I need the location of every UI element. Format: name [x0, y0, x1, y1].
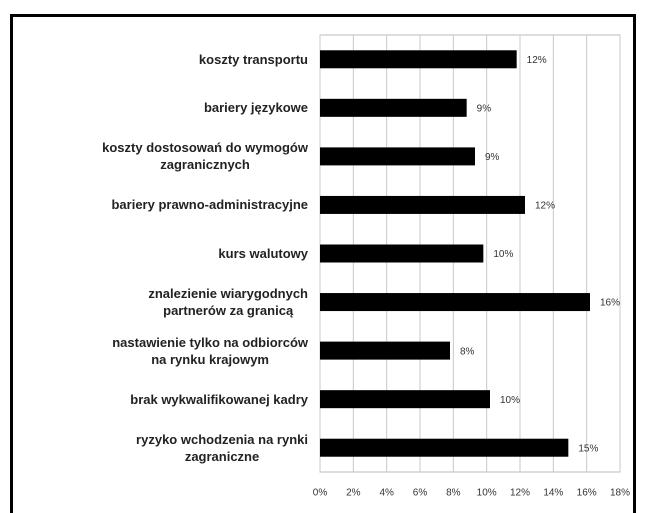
- y-tick-label: bariery prawno-administracyjne: [14, 196, 308, 213]
- y-tick-text: kurs walutowy: [218, 246, 308, 261]
- y-tick-label: znalezienie wiarygodnych partnerów za gr…: [14, 285, 308, 319]
- x-tick-label: 10%: [477, 488, 497, 499]
- y-tick-label: koszty transportu: [14, 51, 308, 68]
- bar: [320, 390, 490, 409]
- data-label: 12%: [535, 201, 555, 212]
- x-tick-label: 14%: [543, 488, 563, 499]
- bar: [320, 341, 450, 360]
- y-tick-label: nastawienie tylko na odbiorców na rynku …: [14, 334, 308, 368]
- frame: [10, 14, 636, 513]
- y-tick-label: bariery językowe: [14, 99, 308, 116]
- bar: [320, 244, 484, 263]
- y-tick-label: ryzyko wchodzenia na rynki zagraniczne: [14, 431, 308, 465]
- x-tick-label: 16%: [577, 488, 597, 499]
- bar: [320, 98, 467, 117]
- y-tick-text: koszty transportu: [198, 51, 308, 67]
- bar: [320, 195, 525, 214]
- data-label: 9%: [485, 152, 500, 163]
- data-label: 12%: [527, 55, 547, 66]
- y-tick-label: brak wykwalifikowanej kadry: [14, 391, 308, 408]
- y-tick-label: koszty dostosowań do wymogów zagraniczny…: [14, 139, 308, 173]
- data-label: 15%: [578, 443, 598, 454]
- y-tick-text: znalezienie wiarygodnych partnerów za gr…: [148, 286, 308, 319]
- bar: [320, 438, 569, 457]
- x-tick-label: 18%: [610, 488, 630, 499]
- x-tick-label: 12%: [510, 488, 530, 499]
- bar: [320, 50, 517, 69]
- data-label: 9%: [477, 103, 492, 114]
- x-tick-label: 4%: [379, 488, 394, 499]
- y-tick-text: bariery językowe: [203, 100, 308, 116]
- y-tick-text: ryzyko wchodzenia na rynki zagraniczne: [136, 431, 308, 464]
- y-tick-text: bariery prawno-administracyjne: [111, 197, 308, 213]
- x-tick-label: 8%: [446, 488, 461, 499]
- y-tick-text: koszty dostosowań do wymogów zagraniczny…: [102, 140, 308, 173]
- x-tick-label: 0%: [313, 488, 328, 499]
- data-label: 16%: [600, 298, 620, 309]
- data-label: 10%: [493, 249, 513, 260]
- y-tick-text: nastawienie tylko na odbiorców na rynku …: [112, 334, 308, 367]
- x-tick-label: 6%: [413, 488, 428, 499]
- x-tick-label: 2%: [346, 488, 361, 499]
- data-label: 10%: [500, 395, 520, 406]
- data-label: 8%: [460, 346, 475, 357]
- bar: [320, 293, 590, 312]
- y-tick-text: brak wykwalifikowanej kadry: [130, 391, 308, 407]
- y-tick-label: kurs walutowy: [14, 245, 308, 262]
- bar: [320, 147, 475, 166]
